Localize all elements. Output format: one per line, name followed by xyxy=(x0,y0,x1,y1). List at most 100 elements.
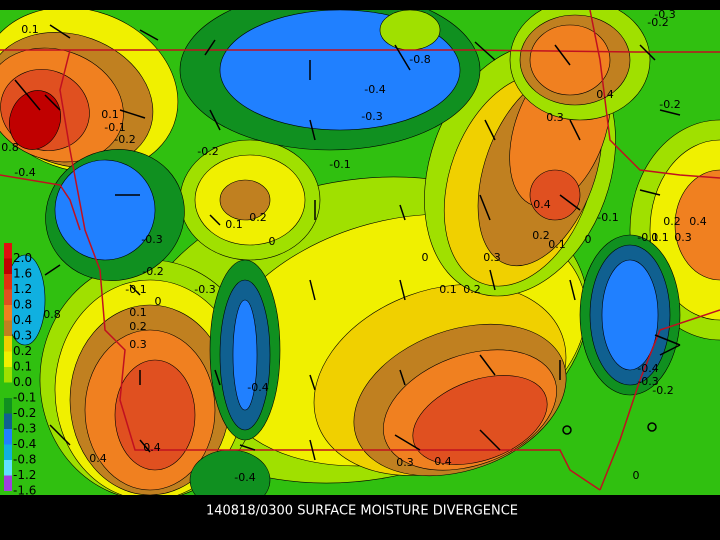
legend-label: 0.8 xyxy=(13,298,32,312)
contour-label: -0.2 xyxy=(142,265,163,278)
legend-label: -0.2 xyxy=(13,406,36,420)
legend-swatch xyxy=(4,258,12,274)
wind-barb xyxy=(14,79,41,111)
wind-barb xyxy=(569,279,576,301)
contour-label: -0.1 xyxy=(329,158,350,171)
legend-label: 2.0 xyxy=(13,251,32,265)
contour-label: 0.2 xyxy=(249,211,267,224)
wind-barb xyxy=(49,24,71,39)
legend-swatch xyxy=(4,243,12,259)
border xyxy=(0,174,81,231)
contour-label: -0.1 xyxy=(637,231,658,244)
border xyxy=(599,309,720,491)
contour-label: 0.3 xyxy=(396,456,414,469)
contour-label: 0.1 xyxy=(129,306,147,319)
legend-swatch xyxy=(4,460,12,476)
wind-barb xyxy=(479,194,491,221)
contour-label: -0.8 xyxy=(409,53,430,66)
contour-label: 0.1 xyxy=(101,108,119,121)
wind-barb xyxy=(129,284,141,296)
wind-barb xyxy=(209,109,221,131)
wind-barb xyxy=(569,119,581,141)
contour-label: -0.2 xyxy=(647,16,668,29)
contour-label: -0.3 xyxy=(637,375,658,388)
contour-label: 0.2 xyxy=(663,215,681,228)
legend-swatch xyxy=(4,336,12,352)
legend-swatch xyxy=(4,413,12,429)
contour-label: 0.4 xyxy=(596,88,614,101)
legend-label: -1.6 xyxy=(13,484,36,498)
contour-region xyxy=(529,169,581,221)
legend-swatch xyxy=(4,351,12,367)
wind-barb xyxy=(209,214,221,226)
wind-barb xyxy=(49,424,71,446)
legend-label: 0.1 xyxy=(13,360,32,374)
wind-barb xyxy=(44,264,61,276)
wind-barb xyxy=(119,109,146,119)
contour-label: 0 xyxy=(155,295,162,308)
contour-label: -0.2 xyxy=(197,145,218,158)
wind-barb xyxy=(394,434,421,451)
station xyxy=(562,425,572,435)
contour-region xyxy=(529,24,611,96)
contour-region xyxy=(114,359,196,471)
wind-barb xyxy=(484,119,496,141)
contour-label: 0.4 xyxy=(143,441,161,454)
contour-label: -0.3 xyxy=(141,233,162,246)
contour-label: -0.2 xyxy=(114,133,135,146)
contour-label: 0.3 xyxy=(129,338,147,351)
contour-label: 0.4 xyxy=(533,198,551,211)
contour-field xyxy=(0,10,720,495)
wind-barb xyxy=(309,374,316,391)
contour-label: -0.2 xyxy=(652,384,673,397)
contour-label: 0.8 xyxy=(43,308,61,321)
contour-label: 0.3 xyxy=(674,231,692,244)
wind-barb xyxy=(399,279,406,301)
contour-label: 0 xyxy=(633,469,640,482)
legend-label: -0.8 xyxy=(13,453,36,467)
wind-barb xyxy=(309,279,316,301)
legend-label: -1.2 xyxy=(13,468,36,482)
contour-labels: 0.1-0.3-0.2-0.80.4-0.2-0.4-0.30.1-0.1-0.… xyxy=(1,8,707,484)
border xyxy=(589,10,720,179)
wind-barb xyxy=(479,429,501,451)
contour-region xyxy=(9,90,61,150)
legend-label: 0.0 xyxy=(13,375,32,389)
legend-label: 1.2 xyxy=(13,282,32,296)
legend-swatch xyxy=(4,382,12,398)
contour-label: 0.1 xyxy=(439,283,457,296)
contour-label: 0.4 xyxy=(434,455,452,468)
station xyxy=(647,422,657,432)
legend-swatch xyxy=(4,398,12,414)
legend-swatch xyxy=(4,444,12,460)
wind-barb xyxy=(659,109,681,116)
contour-region xyxy=(674,169,720,281)
contour-label: 0.3 xyxy=(546,111,564,124)
contour-region xyxy=(601,259,659,371)
wind-barb xyxy=(474,41,496,61)
contour-label: -0.3 xyxy=(194,283,215,296)
contour-label: 0 xyxy=(585,233,592,246)
contour-label: -0.1 xyxy=(597,211,618,224)
contour-region xyxy=(54,159,156,261)
wind-barb xyxy=(399,204,406,221)
legend-label: 0.2 xyxy=(13,344,32,358)
contour-label: 0.1 xyxy=(225,218,243,231)
legend-swatch xyxy=(4,289,12,305)
contour-label: 0.1 xyxy=(548,238,566,251)
contour-label: -0.1 xyxy=(125,283,146,296)
contour-label: 0.1 xyxy=(651,231,669,244)
contour-label: -0.2 xyxy=(659,98,680,111)
contour-label: -0.1 xyxy=(104,121,125,134)
wind-barb xyxy=(239,444,256,451)
legend-swatch xyxy=(4,320,12,336)
wind-barb xyxy=(479,354,496,376)
contour-label: -0.4 xyxy=(14,166,35,179)
wind-barb xyxy=(399,369,406,386)
border xyxy=(0,49,720,53)
legend-swatch xyxy=(4,429,12,445)
legend-swatch xyxy=(4,274,12,290)
wind-barb xyxy=(554,44,571,66)
wind-barb xyxy=(309,439,316,461)
wind-barb xyxy=(659,344,681,356)
